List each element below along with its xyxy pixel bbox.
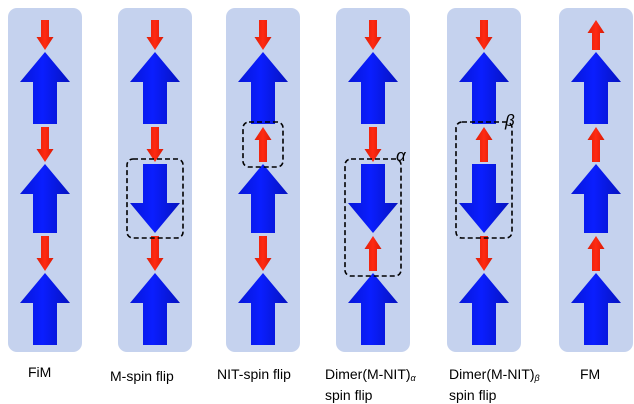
metal-spin-arrow-up — [238, 273, 288, 345]
column-label-text: FiM — [28, 364, 52, 380]
column-label-dimer-beta: Dimer(M-NIT)β spin flip — [449, 366, 540, 404]
radical-spin-arrow-down — [36, 127, 54, 162]
column-label-fm: FM — [580, 366, 600, 383]
highlight-tag-dimer-beta: β — [505, 111, 515, 130]
column-label-line2: spin flip — [325, 387, 373, 403]
column-label-line1: M-spin flip — [110, 368, 174, 385]
radical-spin-arrow-down — [146, 20, 164, 50]
highlight-tag-dimer-alpha: α — [396, 146, 406, 165]
metal-spin-arrow-down — [459, 164, 509, 233]
radical-spin-arrow-up — [587, 236, 605, 271]
column-label-fim: FiM — [28, 364, 51, 381]
metal-spin-arrow-up — [348, 52, 398, 124]
metal-spin-arrow-up — [20, 164, 70, 233]
metal-spin-arrow-up — [20, 52, 70, 124]
metal-spin-arrow-up — [459, 52, 509, 124]
radical-spin-arrow-up — [364, 236, 382, 271]
metal-spin-arrow-up — [20, 273, 70, 345]
radical-spin-arrow-up — [587, 20, 605, 50]
metal-spin-arrow-up — [459, 273, 509, 345]
radical-spin-arrow-up — [475, 127, 493, 162]
flip-highlight-box — [126, 158, 184, 239]
metal-spin-arrow-down — [130, 164, 180, 233]
radical-spin-arrow-down — [364, 20, 382, 50]
metal-spin-arrow-up — [571, 52, 621, 124]
column-label-text: Dimer(M-NIT) — [449, 366, 535, 382]
metal-spin-arrow-up — [238, 52, 288, 124]
column-label-line1: FiM — [28, 364, 51, 381]
radical-spin-arrow-down — [254, 20, 272, 50]
radical-spin-arrow-down — [475, 236, 493, 271]
column-label-m-spin-flip: M-spin flip — [110, 368, 174, 385]
metal-spin-arrow-up — [130, 52, 180, 124]
metal-spin-arrow-up — [571, 273, 621, 345]
column-label-line1: FM — [580, 366, 600, 383]
radical-spin-arrow-down — [36, 236, 54, 271]
metal-spin-arrow-down — [348, 164, 398, 233]
radical-spin-arrow-down — [36, 20, 54, 50]
column-label-text: NIT-spin flip — [217, 366, 291, 382]
column-label-text: M-spin flip — [110, 368, 174, 384]
column-dimer-beta — [447, 8, 521, 352]
radical-spin-arrow-down — [254, 236, 272, 271]
column-fim — [8, 8, 82, 352]
radical-spin-arrow-down — [146, 127, 164, 162]
column-label-subscript: β — [534, 373, 540, 383]
radical-spin-arrow-down — [146, 236, 164, 271]
flip-highlight-box — [344, 158, 402, 277]
radical-spin-arrow-down — [364, 127, 382, 162]
column-label-text: Dimer(M-NIT) — [325, 366, 411, 382]
column-dimer-alpha — [336, 8, 410, 352]
flip-highlight-box — [455, 121, 513, 239]
column-nit-spin-flip — [226, 8, 300, 352]
column-label-line2: spin flip — [449, 387, 497, 403]
column-label-line1: Dimer(M-NIT)β — [449, 366, 540, 387]
metal-spin-arrow-up — [130, 273, 180, 345]
radical-spin-arrow-up — [254, 127, 272, 162]
metal-spin-arrow-up — [571, 164, 621, 233]
column-m-spin-flip — [118, 8, 192, 352]
metal-spin-arrow-up — [348, 273, 398, 345]
radical-spin-arrow-up — [587, 127, 605, 162]
column-label-line1: Dimer(M-NIT)α — [325, 366, 416, 387]
column-label-line1: NIT-spin flip — [217, 366, 291, 383]
column-label-text: FM — [580, 366, 601, 382]
radical-spin-arrow-down — [475, 20, 493, 50]
column-label-dimer-alpha: Dimer(M-NIT)α spin flip — [325, 366, 416, 404]
metal-spin-arrow-up — [238, 164, 288, 233]
column-label-nit-spin-flip: NIT-spin flip — [217, 366, 291, 383]
column-fm — [559, 8, 633, 352]
column-label-subscript: α — [410, 373, 416, 383]
